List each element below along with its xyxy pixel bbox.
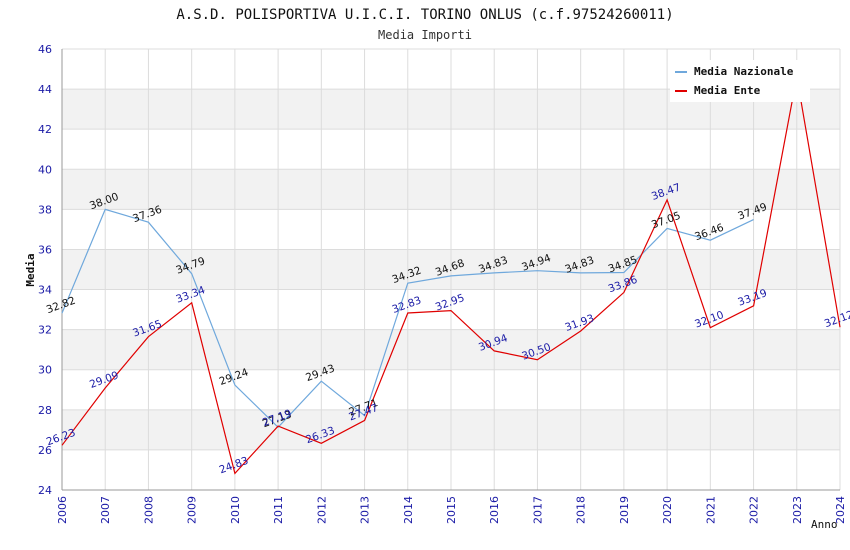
y-tick-label: 42 [38,123,52,136]
legend-label-media-ente: Media Ente [694,84,761,97]
legend: Media Nazionale Media Ente [670,60,810,102]
y-tick-label: 26 [38,444,52,457]
y-tick-label: 28 [38,404,52,417]
x-tick-label: 2009 [186,496,199,524]
x-tick-label: 2007 [99,496,112,524]
x-tick-label: 2015 [445,496,458,524]
series-lines [61,76,841,475]
x-tick-label: 2017 [531,496,544,524]
x-tick-label: 2022 [748,496,761,524]
series-line-media-ente [61,76,841,475]
y-tick-label: 36 [38,243,52,256]
y-tick-label: 40 [38,163,52,176]
x-tick-label: 2023 [791,496,804,524]
y-tick-label: 32 [38,324,52,337]
x-tick-label: 2012 [315,496,328,524]
x-tick-label: 2013 [359,496,372,524]
x-tick-label: 2010 [229,496,242,524]
series-line-media-nazionale [61,208,754,429]
chart-subtitle: Media Importi [378,28,472,42]
x-tick-label: 2021 [704,496,717,524]
y-tick-label: 30 [38,364,52,377]
y-tick-label: 38 [38,203,52,216]
y-axis-ticks: 24 26 28 30 32 34 36 38 40 42 44 46 [38,43,52,497]
x-axis-label: Anno [811,518,838,531]
y-tick-label: 34 [38,284,52,297]
x-tick-label: 2020 [661,496,674,524]
y-tick-label: 44 [38,83,52,96]
legend-label-media-nazionale: Media Nazionale [694,65,794,78]
x-tick-label: 2024 [834,496,847,524]
chart-title: A.S.D. POLISPORTIVA U.I.C.I. TORINO ONLU… [176,7,673,23]
x-tick-label: 2016 [488,496,501,524]
x-tick-label: 2011 [272,496,285,524]
axes [61,49,840,491]
y-tick-label: 46 [38,43,52,56]
grid-bands [61,48,841,491]
x-tick-label: 2014 [402,496,415,524]
y-tick-label: 24 [38,484,52,497]
x-tick-label: 2019 [618,496,631,524]
x-tick-label: 2018 [575,496,588,524]
legend-box [670,60,810,102]
y-axis-label: Media [24,253,37,286]
x-axis-ticks: 2006 2007 2008 2009 2010 2011 2012 2013 2014 2015… [56,496,847,524]
x-tick-label: 2008 [142,496,155,524]
x-tick-label: 2006 [56,496,69,524]
